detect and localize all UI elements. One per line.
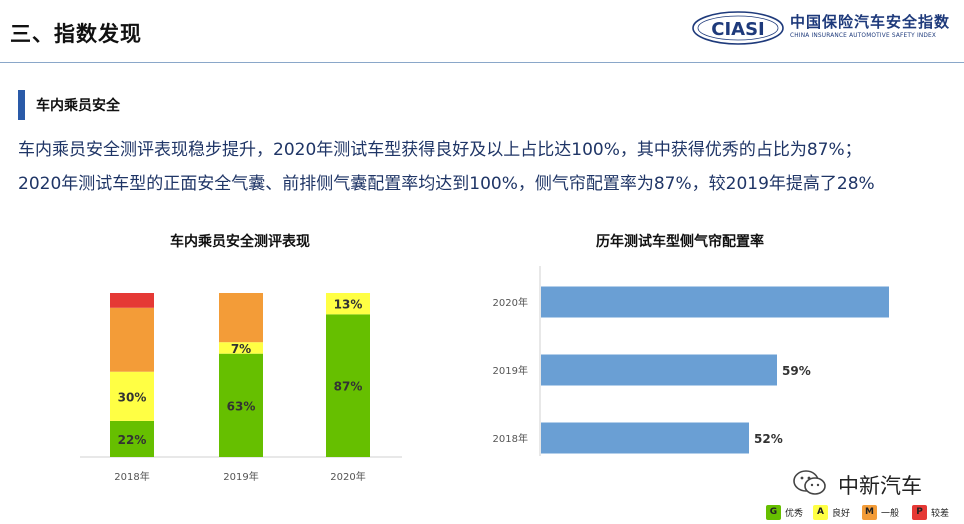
page-title: 三、指数发现	[10, 22, 142, 46]
bar	[541, 422, 749, 454]
logo-wordmark: CIASI	[711, 19, 765, 40]
data-label: 7%	[231, 342, 251, 356]
logo-chinese-name: 中国保险汽车安全指数	[790, 13, 951, 31]
y-tick-label: 2020年	[493, 296, 528, 309]
y-tick-label: 2018年	[493, 432, 528, 445]
bar-segment	[110, 371, 154, 421]
legend-swatch: P	[912, 504, 927, 520]
legend-swatch: G	[766, 504, 781, 520]
legend-item: M 一般	[862, 504, 899, 520]
bar	[541, 286, 889, 318]
bar-segment	[219, 353, 263, 457]
bar-segment	[110, 293, 154, 308]
data-label: 63%	[227, 399, 256, 413]
wechat-watermark	[790, 466, 940, 500]
data-label: 59%	[782, 364, 811, 378]
x-tick-label: 2020年	[330, 470, 365, 483]
y-tick-label: 2019年	[493, 364, 528, 377]
logo-english-name: CHINA INSURANCE AUTOMOTIVE SAFETY INDEX	[790, 33, 937, 39]
legend-label: 较差	[931, 508, 950, 519]
chart2-title: 历年测试车型侧气帘配置率	[596, 234, 764, 250]
legend-label: 一般	[881, 508, 900, 519]
legend-label: 良好	[832, 508, 851, 519]
bar-segment	[110, 307, 154, 372]
bar-segment	[219, 342, 263, 354]
summary-line-1: 车内乘员安全测评表现稳步提升，2020年测试车型获得良好及以上占比达100%，其…	[18, 140, 862, 160]
stacked-bar-chart: 22% 30% 2018年 63% 7% 2019年 87% 13% 2020年	[80, 293, 402, 483]
data-label: 22%	[118, 433, 147, 447]
bar-segment	[326, 293, 370, 315]
summary-line-2: 2020年测试车型的正面安全气囊、前排侧气囊配置率均达到100%，侧气帘配置率为…	[18, 174, 875, 194]
bar	[541, 354, 777, 386]
bar-segment	[110, 420, 154, 457]
data-label: 87%	[334, 380, 363, 394]
legend-item: P 较差	[912, 504, 949, 520]
legend-item: A 良好	[813, 504, 850, 520]
legend-label: 优秀	[785, 508, 804, 519]
section-marker	[18, 90, 25, 120]
legend-swatch: M	[862, 504, 877, 520]
x-tick-label: 2018年	[114, 470, 149, 483]
legend-item: G 优秀	[766, 504, 803, 520]
header-divider	[0, 62, 964, 63]
section-title: 车内乘员安全	[36, 98, 120, 114]
wechat-icon	[793, 470, 826, 495]
watermark-text: 中新汽车	[838, 474, 922, 498]
x-tick-label: 2019年	[223, 470, 258, 483]
ciasi-logo: CIASI	[690, 8, 958, 48]
bar-segment	[219, 293, 263, 343]
chart1-title: 车内乘员安全测评表现	[170, 234, 310, 250]
data-label: 30%	[118, 390, 147, 404]
data-label: 13%	[334, 298, 363, 312]
legend-swatch: A	[813, 504, 828, 520]
bar-segment	[326, 314, 370, 457]
data-label: 52%	[754, 432, 783, 446]
